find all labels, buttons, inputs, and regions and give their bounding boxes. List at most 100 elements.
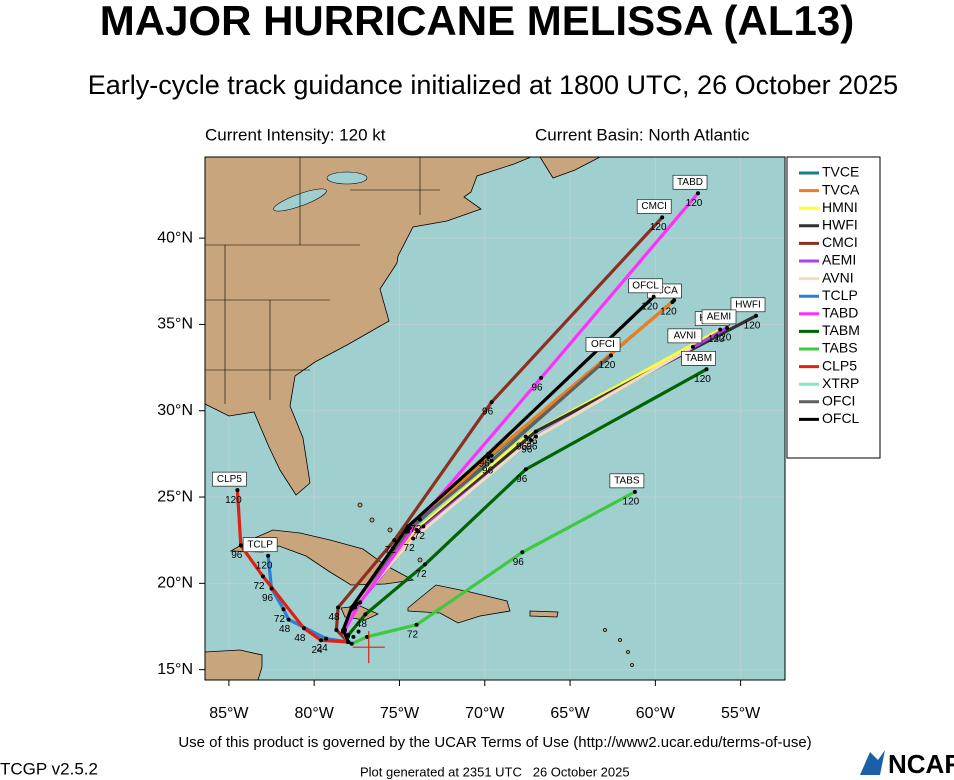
hour-label: 48	[294, 633, 306, 644]
track-point	[539, 375, 544, 380]
track-point	[365, 634, 370, 639]
hour-label: 24	[317, 643, 329, 654]
track-point	[533, 429, 538, 434]
hour-label: 120	[715, 333, 732, 344]
legend-label: TABM	[822, 322, 860, 338]
legend-label: XTRP	[822, 375, 859, 391]
tag-label: TABM	[685, 353, 712, 364]
hour-label: 72	[415, 569, 427, 580]
hour-label: 96	[231, 550, 243, 561]
tag-label: CMCI	[641, 201, 667, 212]
x-tick-label: 70°W	[465, 705, 505, 722]
hour-label: 120	[599, 360, 616, 371]
track-point	[286, 617, 291, 622]
hour-label: 120	[641, 301, 658, 312]
tag-box	[730, 297, 766, 313]
hour-label: 120	[660, 307, 677, 318]
hour-label: 72	[407, 629, 419, 640]
track-point	[334, 627, 339, 632]
track-point	[528, 438, 533, 443]
tag-label: AEMI	[707, 312, 731, 323]
hour-label: 120	[744, 320, 761, 331]
legend-label: AEMI	[822, 252, 856, 268]
hour-label: 96	[482, 407, 494, 418]
ncar-text: NCAR	[888, 749, 954, 779]
track-point	[609, 353, 613, 358]
y-tick-label: 35°N	[157, 316, 193, 333]
tag-box	[242, 537, 278, 553]
track-point	[489, 453, 494, 458]
track-point	[523, 434, 528, 439]
hour-label: 72	[274, 614, 286, 625]
x-tick-label: 65°W	[550, 705, 590, 722]
hour-label: 24	[311, 645, 323, 656]
track-line	[266, 555, 349, 644]
hour-label: 72	[404, 543, 416, 554]
track-point	[754, 313, 758, 318]
track-point	[266, 553, 271, 558]
tag-label: TVCA	[651, 286, 678, 297]
chart-title: MAJOR HURRICANE MELISSA (AL13)	[100, 0, 854, 44]
track-point	[349, 641, 354, 646]
hour-label: 48	[356, 619, 368, 630]
legend-label: TABD	[822, 305, 858, 321]
annotation: Current Basin: North Atlantic	[535, 125, 750, 144]
y-tick-label: 40°N	[157, 229, 193, 246]
x-tick-label: 80°W	[295, 705, 335, 722]
track-point	[358, 600, 363, 605]
map-layer: 120TVCA96120HMNI7296120HWFI487296120CMCI…	[205, 157, 785, 680]
legend-label: TABS	[822, 340, 858, 356]
hour-label: 96	[526, 441, 538, 452]
track-point	[341, 627, 346, 632]
state-borders	[205, 157, 440, 404]
tag-label: OFCL	[632, 280, 659, 291]
legend-label: OFCL	[822, 410, 860, 426]
track-point	[632, 489, 637, 494]
tag-box	[667, 328, 703, 344]
track-point	[486, 451, 491, 456]
legend-label: TCLP	[822, 287, 858, 303]
track-point	[363, 612, 368, 617]
legend-label: HMNI	[822, 199, 858, 215]
annotation: Current Intensity: 120 kt	[205, 125, 386, 144]
hour-label: 96	[516, 474, 528, 485]
land-central-america	[205, 649, 263, 680]
hour-label: 96	[526, 436, 538, 447]
version: TCGP v2.5.2	[0, 759, 98, 778]
track-point	[704, 367, 709, 372]
track-point	[421, 524, 426, 529]
tracks: 120TVCA96120HMNI7296120HWFI487296120CMCI…	[212, 174, 766, 664]
hour-label: 120	[256, 560, 273, 571]
track-point	[356, 629, 361, 634]
track-point	[651, 294, 656, 299]
tag-box	[636, 199, 672, 214]
ncar-logo	[860, 750, 885, 775]
track-line	[334, 216, 664, 644]
track-point	[416, 529, 421, 534]
hour-label: 96	[531, 383, 543, 394]
y-tick-label: 25°N	[157, 488, 193, 505]
track-point	[486, 455, 491, 460]
chart-subtitle: Early-cycle track guidance initialized a…	[88, 70, 898, 100]
track-point	[346, 640, 351, 645]
tag-label: CLP5	[217, 474, 242, 485]
track-point	[690, 344, 695, 349]
hour-label: 120	[708, 334, 725, 345]
land-nova-scotia	[539, 157, 601, 179]
track-point	[269, 586, 274, 591]
hour-label: 72	[253, 581, 265, 592]
x-tick-label: 55°W	[721, 705, 761, 722]
track-point	[238, 543, 243, 548]
track-point	[696, 191, 700, 196]
tag-label: TABD	[677, 177, 703, 188]
y-tick-label: 20°N	[157, 575, 193, 592]
land-hispaniola	[407, 584, 511, 624]
legend-label: HWFI	[822, 217, 858, 233]
hour-label: 120	[650, 222, 667, 233]
track-point	[235, 488, 240, 493]
y-tick-label: 30°N	[157, 402, 193, 419]
hour-label: 72	[385, 545, 397, 556]
hour-label: 96	[516, 441, 528, 452]
plot-frame	[204, 156, 786, 681]
